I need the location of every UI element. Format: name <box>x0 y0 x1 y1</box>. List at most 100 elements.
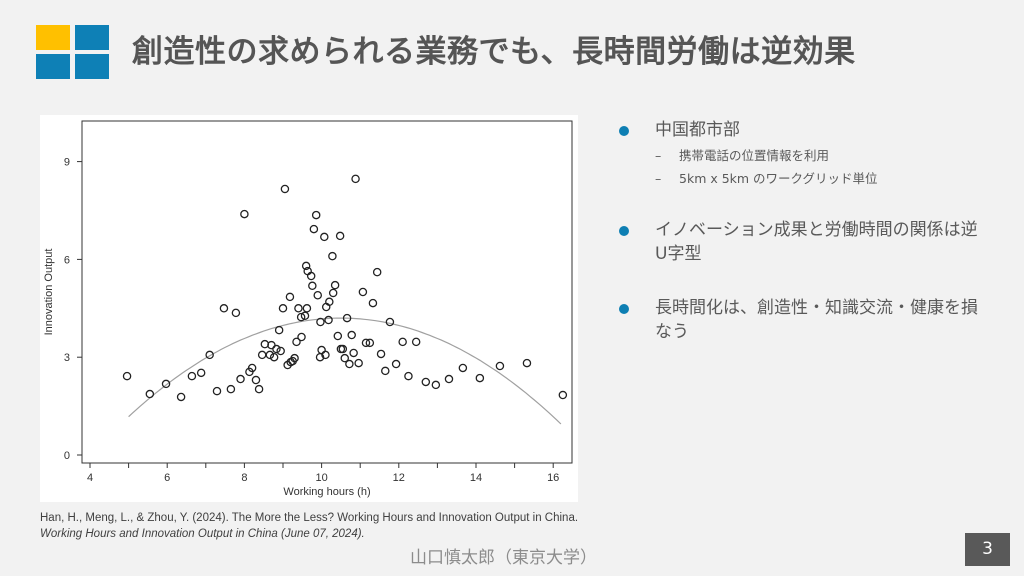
data-point <box>226 384 236 394</box>
data-point <box>358 287 368 297</box>
data-point <box>351 174 360 184</box>
scatter-chart: 4 6 8 10 12 14 16 0 3 6 9 Working hours (h) Innova… <box>40 115 578 502</box>
data-point <box>328 251 337 261</box>
data-point <box>349 348 358 358</box>
y-tick-label: 3 <box>64 352 70 364</box>
data-point <box>145 389 155 399</box>
y-tick-label: 0 <box>64 450 70 462</box>
data-point <box>340 353 350 363</box>
data-point <box>317 345 326 355</box>
data-point <box>257 350 267 360</box>
data-point <box>495 361 505 371</box>
data-point <box>431 380 441 390</box>
data-point <box>272 344 281 354</box>
data-point <box>325 297 334 307</box>
data-point <box>300 311 310 321</box>
data-point <box>365 338 375 348</box>
data-point <box>292 337 301 347</box>
logo-square-blue <box>75 54 109 79</box>
data-point <box>301 261 311 271</box>
data-point <box>398 337 407 347</box>
data-point <box>294 304 303 313</box>
data-point <box>311 210 321 220</box>
bullet-item: イノベーション成果と労働時間の関係は逆U字型 <box>617 218 985 266</box>
x-tick-label: 14 <box>470 472 482 484</box>
page-number: 3 <box>965 533 1010 566</box>
logo-squares <box>36 25 109 79</box>
data-point <box>335 231 345 241</box>
citation-text: Han, H., Meng, L., & Zhou, Y. (2024). Th… <box>40 512 579 524</box>
data-point <box>376 349 386 359</box>
data-point <box>324 315 333 325</box>
y-axis-label: Innovation Output <box>43 249 55 336</box>
data-point <box>411 337 421 347</box>
data-point <box>404 371 413 381</box>
data-point <box>122 371 132 381</box>
sub-bullet-item: – 5km x 5km のワークグリッド単位 <box>617 169 1017 188</box>
data-point <box>338 344 348 354</box>
data-point <box>475 373 485 383</box>
data-point <box>187 371 197 381</box>
data-point <box>330 280 340 290</box>
y-tick-label: 6 <box>64 254 70 266</box>
citation: Han, H., Meng, L., & Zhou, Y. (2024). Th… <box>40 510 600 542</box>
data-point <box>354 358 363 368</box>
data-point <box>345 359 354 369</box>
data-point <box>161 379 171 389</box>
data-point <box>219 304 229 313</box>
bullet-text: イノベーション成果と労働時間の関係は逆U字型 <box>655 220 978 264</box>
data-point <box>444 374 454 384</box>
x-tick-label: 16 <box>547 472 559 484</box>
logo-square-blue <box>36 54 70 79</box>
data-point <box>347 330 356 340</box>
data-point <box>205 350 214 360</box>
data-point <box>196 368 206 378</box>
data-point <box>309 224 319 234</box>
x-tick-label: 4 <box>87 472 93 484</box>
data-point <box>274 325 284 335</box>
chart-svg: 4 6 8 10 12 14 16 0 3 6 9 Working hours (h) Innova… <box>43 120 573 498</box>
fit-curve <box>128 317 562 425</box>
data-point <box>385 317 395 327</box>
bullet-list: 中国都市部 – 携帯電話の位置情報を利用 – 5km x 5km のワークグリッド単… <box>617 118 1017 344</box>
bullet-text: 長時間化は、創造性・知識交流・健康を損なう <box>655 298 978 342</box>
data-point <box>421 377 431 387</box>
data-point <box>368 298 378 308</box>
data-point <box>372 267 382 277</box>
data-point <box>308 281 317 291</box>
data-point <box>391 359 401 369</box>
bullet-item: 中国都市部 <box>617 118 1017 142</box>
logo-square-blue <box>75 25 109 50</box>
data-point <box>280 184 290 194</box>
data-point <box>276 346 285 356</box>
data-point <box>302 304 312 313</box>
data-point <box>342 313 352 323</box>
data-point <box>458 363 468 373</box>
plot-frame <box>81 120 573 464</box>
dash-icon: – <box>655 148 662 163</box>
data-point <box>306 271 316 281</box>
data-point <box>297 332 306 342</box>
citation-italic: Working Hours and Innovation Output in C… <box>40 528 365 540</box>
data-point <box>296 312 306 322</box>
data-point <box>269 352 279 362</box>
data-point <box>522 358 532 368</box>
data-point <box>251 375 261 385</box>
logo-square-yellow <box>36 25 70 50</box>
data-point <box>313 291 322 300</box>
data-point <box>558 390 568 400</box>
x-tick-label: 8 <box>241 472 247 484</box>
data-point <box>285 292 295 302</box>
data-point <box>333 331 343 341</box>
data-point <box>236 374 245 384</box>
x-tick-label: 10 <box>315 472 327 484</box>
data-point <box>212 386 222 396</box>
data-point <box>320 232 329 242</box>
slide-title: 創造性の求められる業務でも、長時間労働は逆効果 <box>132 34 856 70</box>
sub-bullet-text: 携帯電話の位置情報を利用 <box>679 148 830 163</box>
bullet-dot-icon <box>619 304 629 314</box>
x-tick-label: 12 <box>393 472 405 484</box>
data-point <box>254 384 264 394</box>
bullet-item: 長時間化は、創造性・知識交流・健康を損なう <box>617 296 985 344</box>
sub-bullet-text: 5km x 5km のワークグリッド単位 <box>679 171 878 186</box>
